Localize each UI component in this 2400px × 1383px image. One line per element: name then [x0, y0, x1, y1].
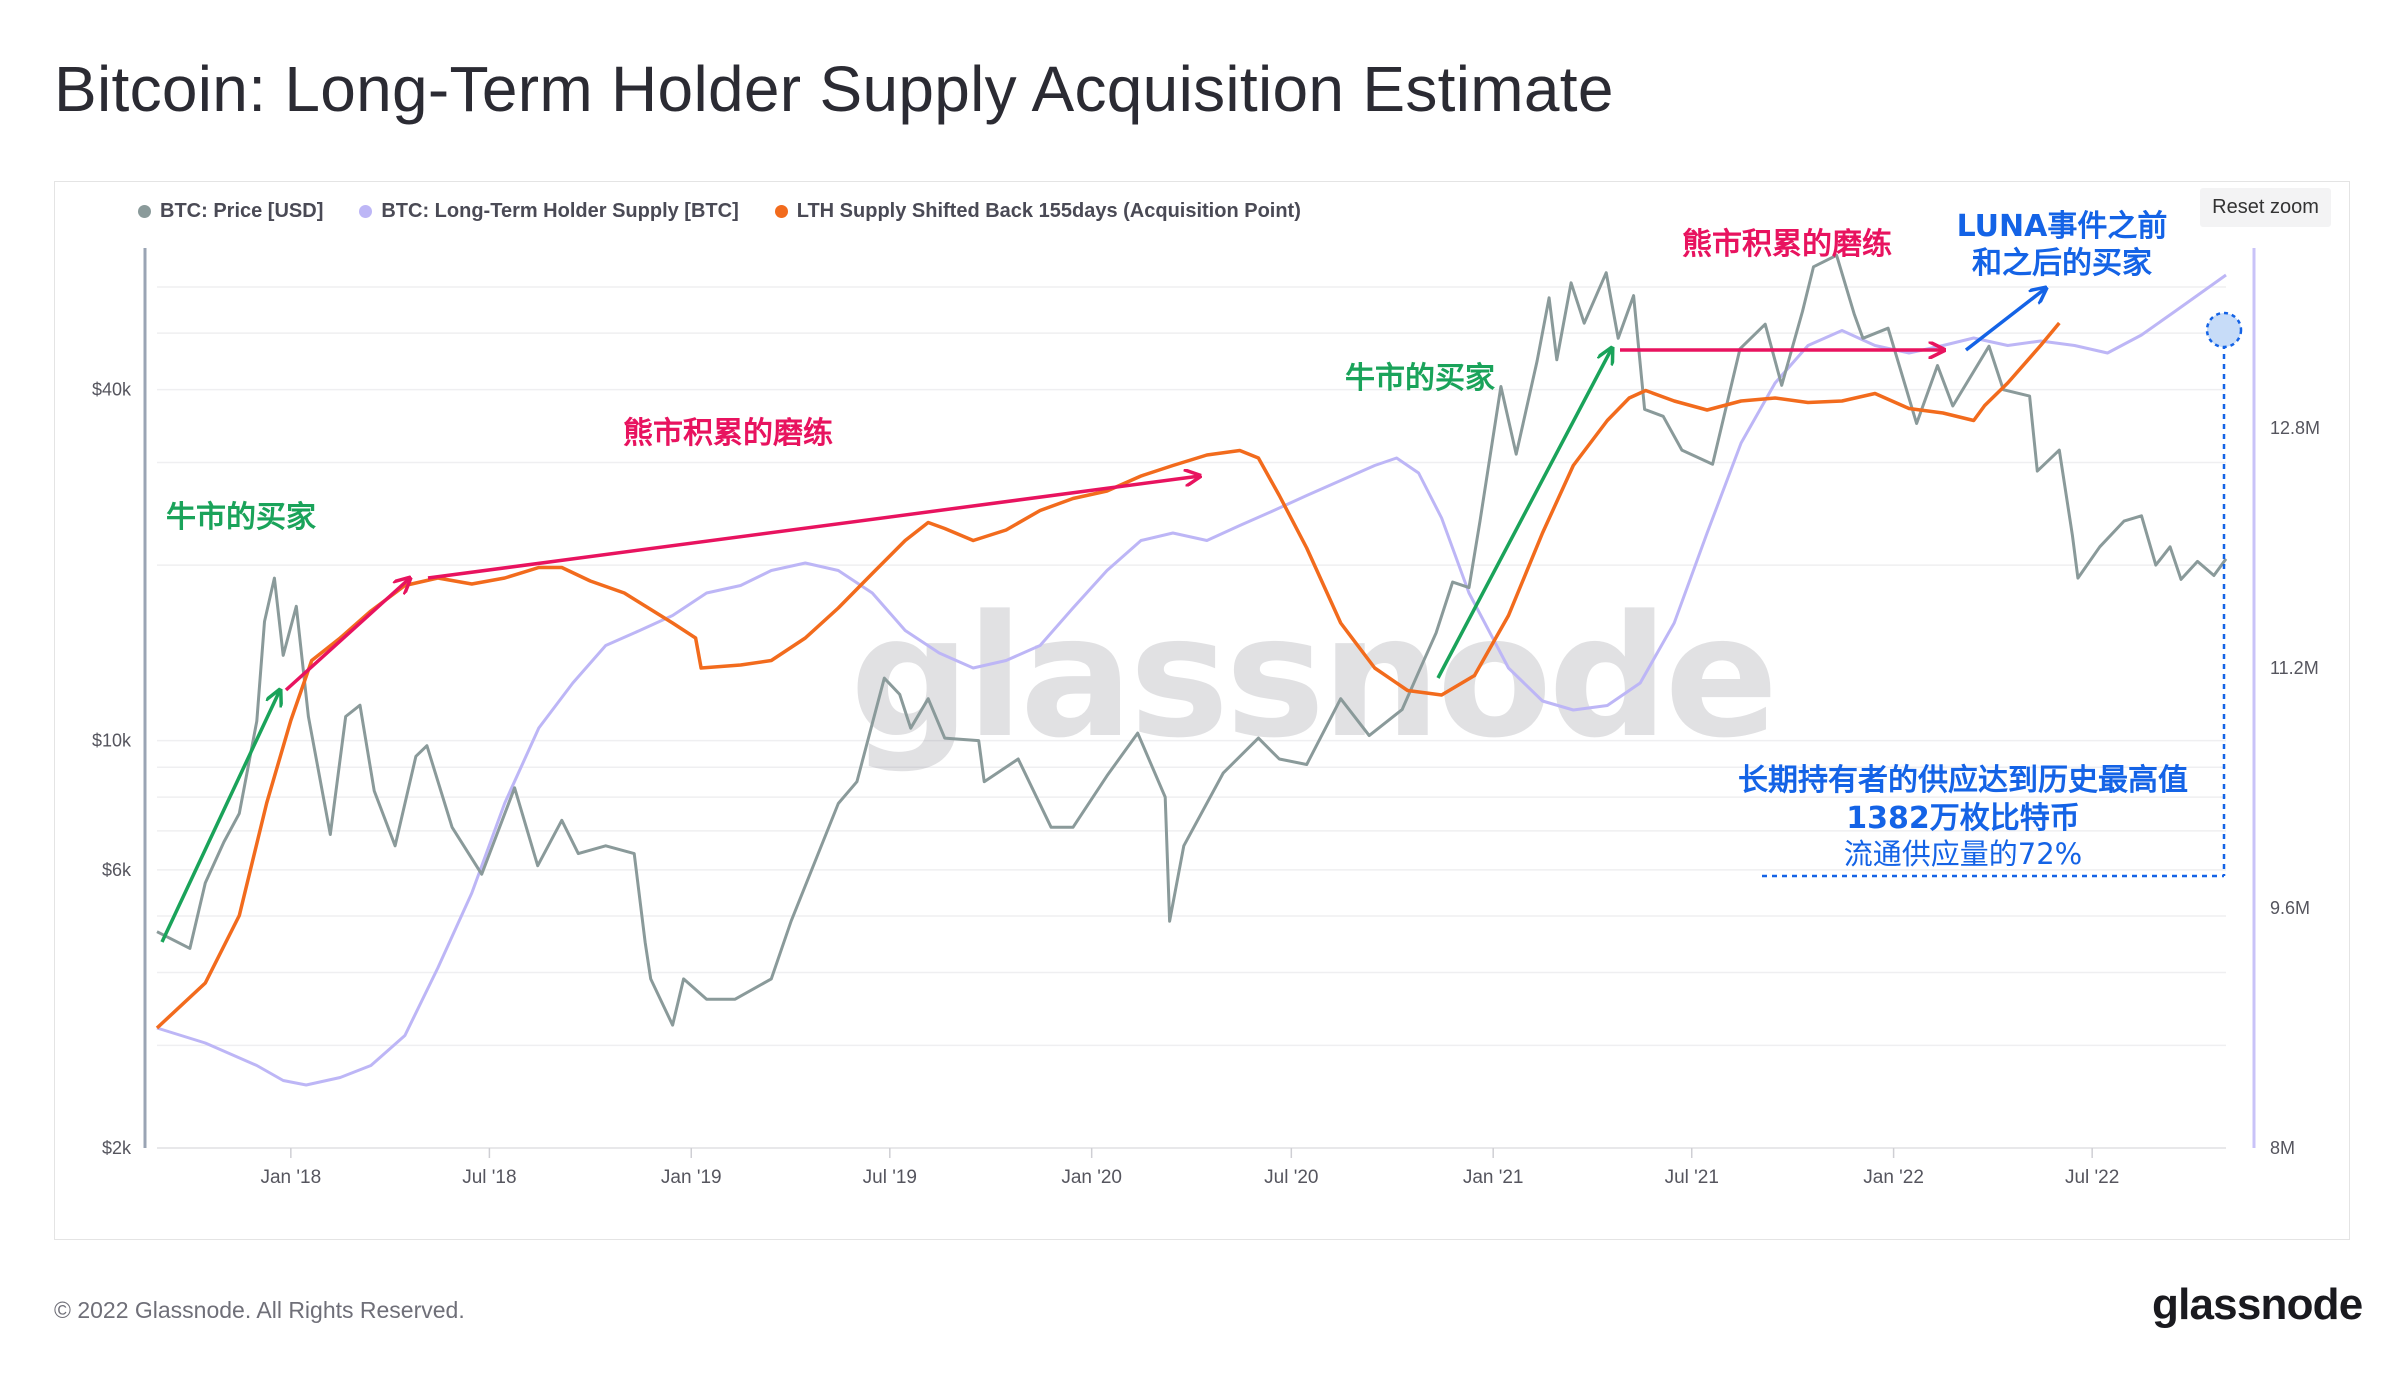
annotation-bear-accumulation-2: 熊市积累的磨练: [1682, 227, 1892, 262]
annotation-bull-buyers-1: 牛市的买家: [166, 500, 316, 535]
watermark-text: glassnode: [850, 579, 1774, 775]
y-left-tick-label: $40k: [92, 380, 132, 400]
legend-swatch-lth-shifted: [774, 205, 788, 218]
y-right-tick-label: 12.8M: [2270, 418, 2320, 438]
y-left-tick-label: $2k: [102, 1138, 132, 1158]
reset-zoom-button[interactable]: Reset zoom: [2200, 188, 2331, 227]
arrow-bull-2: [1436, 348, 1612, 679]
footer-copyright: © 2022 Glassnode. All Rights Reserved.: [54, 1297, 465, 1323]
legend-item-price[interactable]: BTC: Price [USD]: [138, 200, 323, 223]
legend-label-lth-supply: BTC: Long-Term Holder Supply [BTC]: [381, 200, 739, 222]
annotation-bear-accumulation-1: 熊市积累的磨练: [623, 416, 833, 451]
y-right-tick-label: 8M: [2270, 1138, 2295, 1158]
annotations: 牛市的买家 熊市积累的磨练 牛市的买家 熊市积累的磨练 LUNA事件之前 和之后…: [160, 209, 2243, 943]
chart-legend: BTC: Price [USD] BTC: Long-Term Holder S…: [138, 200, 1301, 223]
chart-frame: [54, 181, 2350, 1240]
legend-swatch-lth-supply: [359, 205, 373, 218]
x-tick-label: Jul '20: [1264, 1167, 1318, 1188]
arrow-luna: [1964, 288, 2046, 352]
x-tick-label: Jan '19: [661, 1167, 722, 1188]
series-line-price: [156, 253, 2228, 1027]
axes: $2k $6k $10k $40k 8M 9.6M 11.2M 12.8M Jan '18 Jul…: [92, 248, 2320, 1188]
y-right-tick-label: 11.2M: [2270, 658, 2319, 678]
annotation-luna-line2: 和之后的买家: [1972, 246, 2152, 281]
x-tick-label: Jan '21: [1463, 1167, 1524, 1188]
arrow-bear-1a: [284, 578, 410, 692]
arrow-bull-1: [160, 690, 280, 943]
legend-item-lth-shifted[interactable]: LTH Supply Shifted Back 155days (Acquisi…: [774, 200, 1301, 223]
x-tick-label: Jul '19: [863, 1167, 917, 1188]
series-lines: [155, 253, 2228, 1087]
y-left-tick-label: $6k: [102, 860, 132, 880]
legend-label-lth-shifted: LTH Supply Shifted Back 155days (Acquisi…: [796, 200, 1301, 222]
annotation-ath-line2: 1382万枚比特币: [1846, 801, 2080, 836]
legend-item-lth-supply[interactable]: BTC: Long-Term Holder Supply [BTC]: [359, 200, 739, 223]
x-tick-label: Jul '21: [1665, 1167, 1719, 1188]
x-tick-label: Jul '18: [462, 1167, 516, 1188]
y-left-tick-label: $10k: [92, 731, 132, 751]
series-line-lth-shifted: [155, 321, 2061, 1030]
series-line-lth-supply: [156, 273, 2227, 1087]
annotation-ath-line3: 流通供应量的72%: [1844, 837, 2082, 871]
brand-logo: glassnode: [2152, 1280, 2363, 1329]
ath-marker: [2205, 311, 2243, 349]
annotation-bull-buyers-2: 牛市的买家: [1345, 361, 1495, 396]
page-title: Bitcoin: Long-Term Holder Supply Acquisi…: [54, 53, 1614, 125]
arrow-bear-1b: [427, 476, 1200, 580]
annotation-luna-line1: LUNA事件之前: [1957, 209, 2168, 244]
y-right-tick-label: 9.6M: [2270, 898, 2310, 918]
x-tick-label: Jan '22: [1863, 1167, 1924, 1188]
x-tick-label: Jul '22: [2065, 1167, 2119, 1188]
annotation-ath-line1: 长期持有者的供应达到历史最高值: [1738, 763, 2188, 798]
legend-label-price: BTC: Price [USD]: [160, 200, 324, 222]
legend-swatch-price: [138, 205, 151, 218]
x-tick-label: Jan '20: [1061, 1167, 1122, 1188]
x-tick-label: Jan '18: [260, 1167, 321, 1188]
